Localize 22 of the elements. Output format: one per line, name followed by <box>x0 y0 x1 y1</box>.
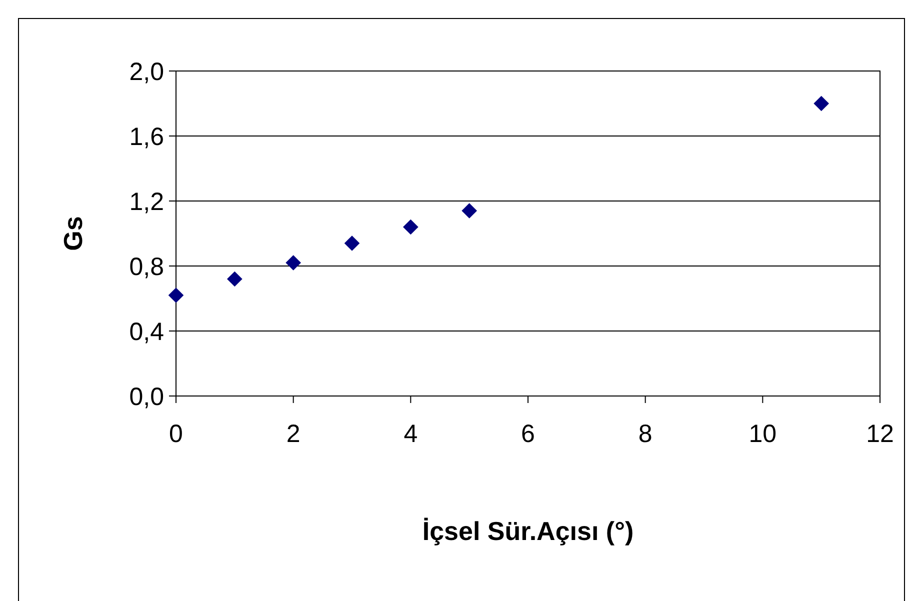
point <box>814 96 830 112</box>
point <box>462 203 478 218</box>
y-axis-title: Gs <box>58 216 88 251</box>
x-tick-label: 8 <box>638 420 652 448</box>
point <box>402 219 418 235</box>
point <box>226 271 242 287</box>
point <box>286 255 302 270</box>
point <box>344 236 360 251</box>
y-tick-label: 0,4 <box>129 318 164 346</box>
point <box>168 288 184 303</box>
x-tick-label: 10 <box>748 420 777 448</box>
x-tick-label: 12 <box>866 420 894 448</box>
y-tick-label: 1,6 <box>129 122 164 151</box>
x-tick-label: 6 <box>521 420 535 448</box>
y-tick-label: 0,8 <box>129 252 164 281</box>
y-tick-label: 0,0 <box>129 382 164 411</box>
x-tick-label: 4 <box>404 420 418 448</box>
x-axis-title: İçsel Sür.Açısı (°) <box>422 516 634 546</box>
y-tick-label: 2,0 <box>129 58 164 86</box>
y-tick-label: 1,2 <box>129 188 164 216</box>
x-tick-label: 2 <box>286 420 300 448</box>
x-tick-label: 0 <box>169 420 183 448</box>
